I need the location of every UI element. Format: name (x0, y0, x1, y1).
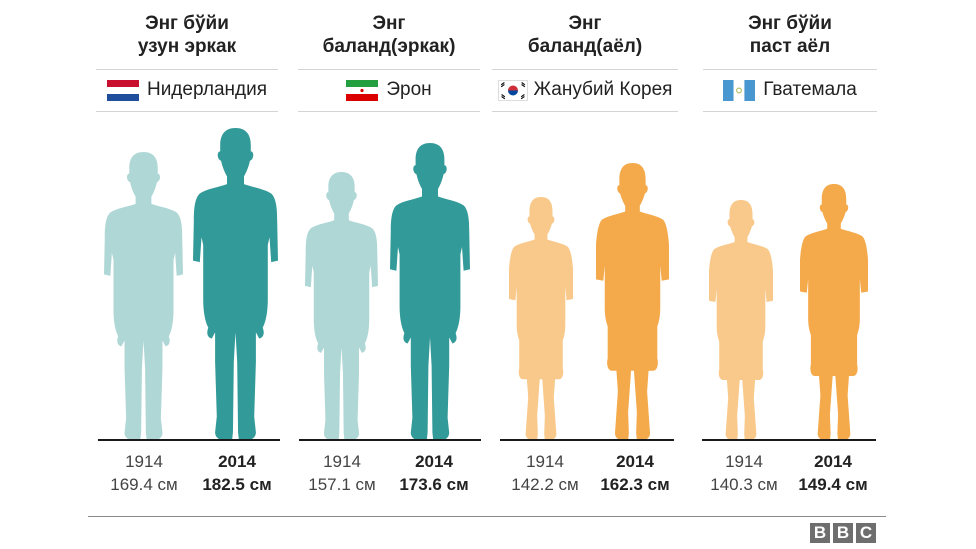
figure-south-korea-2014 (596, 163, 669, 440)
male-silhouette-icon (305, 172, 378, 440)
divider (298, 111, 480, 112)
label-south-korea-2014: 2014 162.3 см (590, 450, 680, 496)
divider (703, 111, 877, 112)
country-label: Жанубий Корея (492, 77, 678, 103)
height-value: 140.3 см (710, 475, 778, 494)
year-label: 1914 (725, 452, 763, 471)
figure-south-korea-1914 (509, 197, 573, 440)
height-value: 169.4 см (110, 475, 178, 494)
country-name: Гватемала (763, 79, 857, 100)
title-line-2: паст аёл (749, 36, 831, 57)
panel-netherlands: Энг бўйи узун эркак Нидерландия (96, 0, 278, 500)
male-silhouette-icon (390, 143, 470, 440)
label-netherlands-1914: 1914 169.4 см (99, 450, 189, 496)
divider (703, 69, 877, 70)
height-value: 182.5 см (202, 475, 272, 494)
female-silhouette-icon (509, 197, 573, 440)
height-value: 173.6 см (399, 475, 469, 494)
figure-guatemala-2014 (800, 184, 868, 440)
title-line-2: баланд(эркак) (322, 36, 456, 57)
year-label: 2014 (616, 452, 654, 471)
label-netherlands-2014: 2014 182.5 см (192, 450, 282, 496)
figure-guatemala-1914 (709, 200, 773, 440)
baseline (702, 439, 876, 441)
iran-flag-icon (346, 79, 379, 101)
year-label: 1914 (526, 452, 564, 471)
baseline (98, 439, 280, 441)
divider (96, 69, 278, 70)
guatemala-flag-icon (723, 79, 756, 101)
country-name: Нидерландия (146, 79, 268, 100)
year-label: 2014 (814, 452, 852, 471)
figure-iran-2014 (390, 143, 470, 440)
country-name: Эрон (386, 79, 432, 100)
baseline (299, 439, 481, 441)
year-label: 1914 (125, 452, 163, 471)
divider (298, 69, 480, 70)
netherlands-flag-icon (106, 79, 139, 101)
height-value: 149.4 см (798, 475, 868, 494)
panel-title: Энг баланд(эркак) (298, 12, 480, 58)
divider (492, 111, 678, 112)
label-south-korea-1914: 1914 142.2 см (500, 450, 590, 496)
country-name: Жанубий Корея (533, 79, 673, 100)
female-silhouette-icon (596, 163, 669, 440)
title-line-1: Энг (568, 13, 602, 34)
label-guatemala-1914: 1914 140.3 см (699, 450, 789, 496)
label-iran-1914: 1914 157.1 см (297, 450, 387, 496)
country-label: Нидерландия (96, 77, 278, 103)
title-line-1: Энг (372, 13, 406, 34)
year-label: 1914 (323, 452, 361, 471)
south-korea-flag-icon (497, 79, 528, 101)
female-silhouette-icon (800, 184, 868, 440)
bbc-logo-letter: B (810, 523, 830, 543)
country-label: Гватемала (703, 77, 877, 103)
title-line-1: Энг бўйи (145, 13, 229, 34)
panel-title: Энг баланд(аёл) (492, 12, 678, 58)
height-value: 142.2 см (511, 475, 579, 494)
bbc-logo-letter: C (856, 523, 876, 543)
height-value: 162.3 см (600, 475, 670, 494)
label-guatemala-2014: 2014 149.4 см (788, 450, 878, 496)
label-iran-2014: 2014 173.6 см (389, 450, 479, 496)
baseline (500, 439, 674, 441)
divider (96, 111, 278, 112)
title-line-2: баланд(аёл) (527, 36, 643, 57)
year-label: 2014 (415, 452, 453, 471)
country-label: Эрон (298, 77, 480, 103)
panel-title: Энг бўйи узун эркак (96, 12, 278, 58)
panel-title: Энг бўйи паст аёл (703, 12, 877, 58)
female-silhouette-icon (709, 200, 773, 440)
year-label: 2014 (218, 452, 256, 471)
figure-iran-1914 (305, 172, 378, 440)
panel-iran: Энг баланд(эркак) Эрон (298, 0, 480, 500)
figure-netherlands-2014 (193, 128, 278, 440)
divider (492, 69, 678, 70)
title-line-1: Энг бўйи (748, 13, 832, 34)
male-silhouette-icon (104, 152, 183, 440)
panel-south-korea: Энг баланд(аёл) Жанубий Корея (492, 0, 678, 500)
panel-guatemala: Энг бўйи паст аёл Гватемала (703, 0, 877, 500)
title-line-2: узун эркак (137, 36, 237, 57)
male-silhouette-icon (193, 128, 278, 440)
bbc-logo-letter: B (833, 523, 853, 543)
figure-netherlands-1914 (104, 152, 183, 440)
bbc-logo: B B C (810, 523, 876, 543)
footer-divider (88, 516, 886, 517)
height-value: 157.1 см (308, 475, 376, 494)
